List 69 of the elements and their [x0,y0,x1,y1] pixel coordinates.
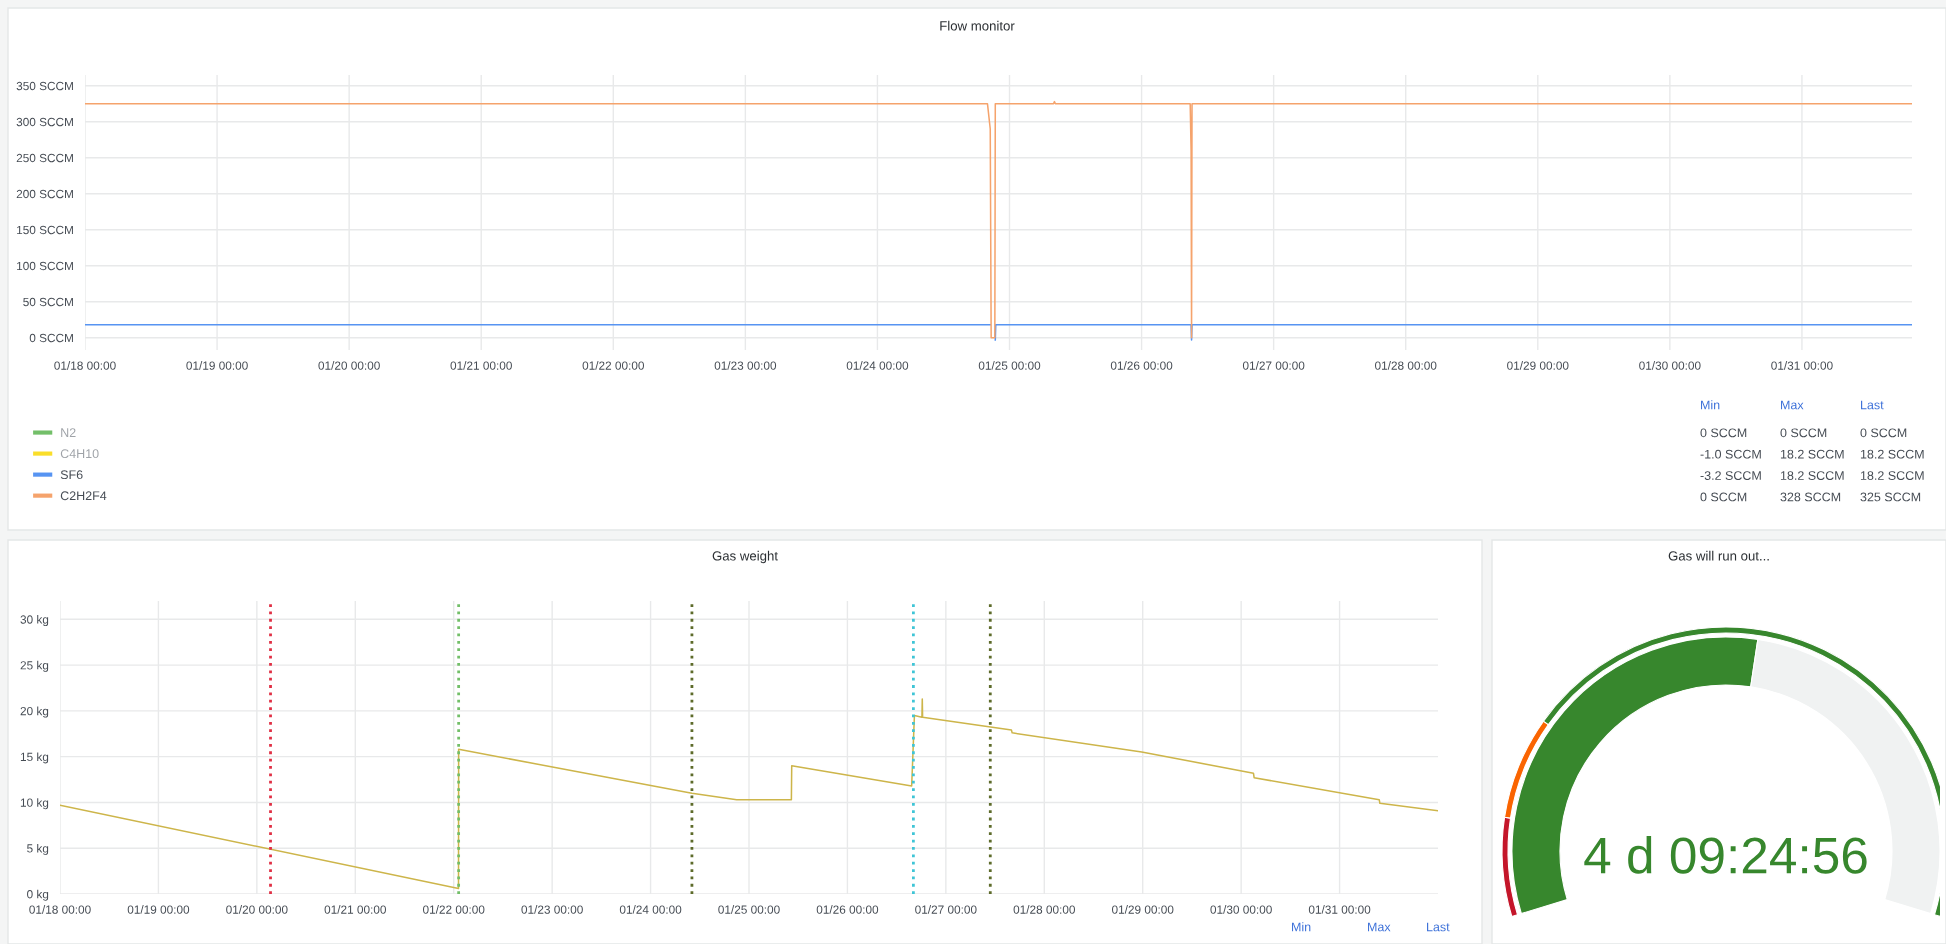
x-tick-label: 01/29 00:00 [1507,361,1569,370]
x-tick-label: 01/22 00:00 [423,905,485,914]
x-tick-label: 01/20 00:00 [226,905,288,914]
y-tick-label: 0 kg [27,889,49,901]
y-tick-label: 200 SCCM [16,189,73,199]
x-tick-label: 01/21 00:00 [450,361,512,370]
x-tick-label: 01/20 00:00 [318,361,380,370]
x-tick-label: 01/31 00:00 [1771,361,1833,370]
text: 18.2 SCCM [1780,449,1844,459]
text: 328 SCCM [1780,492,1841,502]
legend-label: C4H10 [60,449,99,459]
y-tick-label: 350 SCCM [16,81,73,91]
text: Max [1781,400,1804,410]
y-tick-label: 100 SCCM [17,261,73,271]
text: Min [1292,922,1311,932]
text: Last [1427,922,1450,932]
x-tick-label: 01/29 00:00 [1112,905,1174,914]
legend-label: C2H2F4 [60,491,107,501]
x-tick-label: 01/31 00:00 [1308,905,1371,914]
x-tick-label: 01/18 00:00 [29,905,91,914]
y-tick-label: 300 SCCM [16,117,73,127]
x-tick-label: 01/19 00:00 [186,361,248,370]
x-tick-label: 01/26 00:00 [1110,361,1173,370]
y-tick-label: 5 kg [27,843,49,855]
text: -1.0 SCCM [1700,449,1761,459]
text: 325 SCCM [1860,492,1921,502]
x-tick-label: 01/25 00:00 [718,905,780,914]
chart-title: Gas weight [712,550,778,564]
y-tick-label: 250 SCCM [16,153,73,163]
x-tick-label: 01/18 00:00 [54,361,116,370]
legend-label: SF6 [60,470,83,480]
text: 4 d 09:24:56 [1584,836,1867,874]
y-tick-label: 10 kg [20,798,49,810]
text: Last [1861,400,1884,410]
x-tick-label: 01/22 00:00 [582,361,645,370]
text: Min [1701,400,1720,410]
y-tick-label: 150 SCCM [17,225,73,235]
x-tick-label: 01/21 00:00 [324,905,387,914]
x-tick-label: 01/24 00:00 [846,361,909,370]
text: 0 SCCM [1700,492,1747,502]
x-tick-label: 01/27 00:00 [1242,361,1305,370]
x-tick-label: 01/28 00:00 [1013,905,1076,914]
y-tick-label: 30 kg [20,615,49,627]
text: 0 SCCM [1860,428,1907,438]
x-tick-label: 01/25 00:00 [978,361,1041,370]
text: 0 SCCM [1780,428,1827,438]
y-tick-label: 0 SCCM [29,333,73,343]
y-tick-label: 20 kg [20,706,49,718]
x-tick-label: 01/30 00:00 [1639,361,1701,370]
y-tick-label: 50 SCCM [23,297,73,307]
text: 18.2 SCCM [1860,471,1924,480]
chart-title: Flow monitor [940,20,1015,31]
text: 0 SCCM [1700,428,1747,438]
x-tick-label: 01/27 00:00 [915,905,977,914]
chart-title: Gas will run out... [1668,550,1769,561]
y-tick-label: 25 kg [20,660,49,672]
legend-label: N2 [61,428,76,437]
y-tick-label: 15 kg [20,752,49,764]
x-tick-label: 01/19 00:00 [127,905,190,914]
x-tick-label: 01/26 00:00 [816,905,879,914]
x-tick-label: 01/24 00:00 [619,905,682,914]
text: -3.2 SCCM [1700,471,1761,480]
text: 18.2 SCCM [1780,471,1844,480]
text: 18.2 SCCM [1860,449,1924,459]
x-tick-label: 01/23 00:00 [521,905,583,914]
text: Max [1368,922,1391,932]
x-tick-label: 01/23 00:00 [714,361,777,370]
x-tick-label: 01/30 00:00 [1210,905,1272,914]
x-tick-label: 01/28 00:00 [1375,361,1437,370]
